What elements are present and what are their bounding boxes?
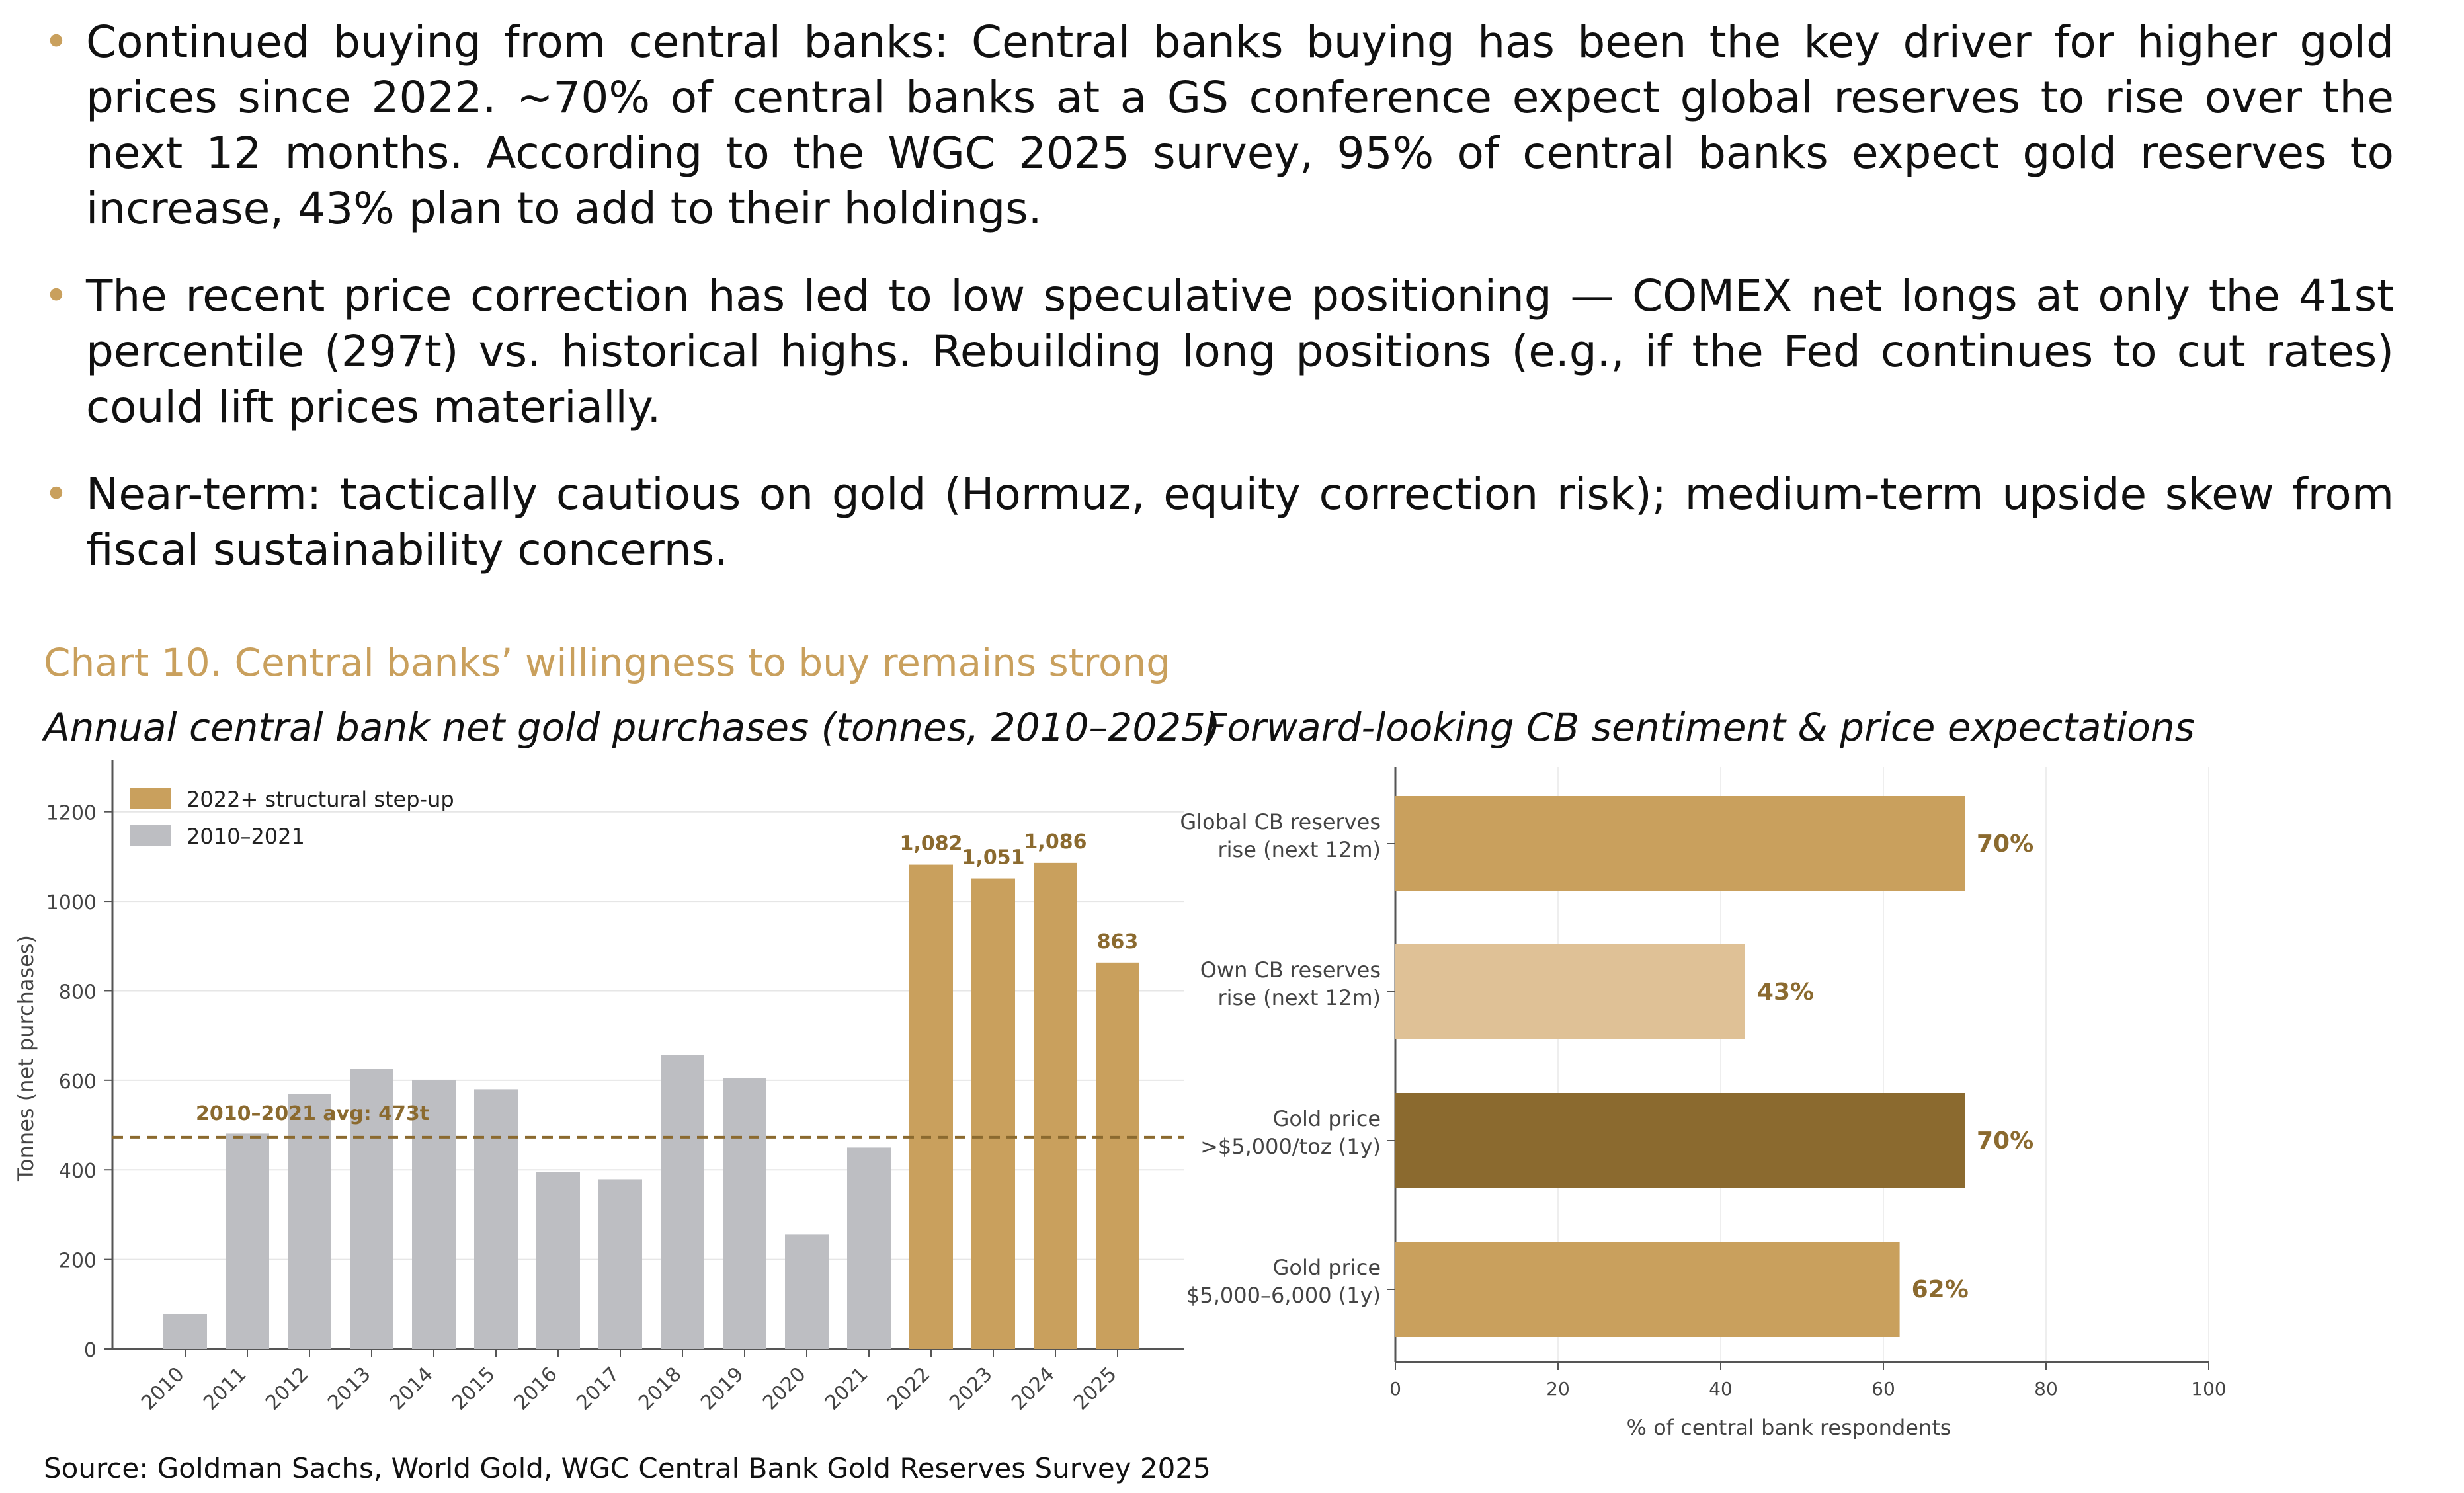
y-tick-label: 600 [59,1070,97,1094]
y-tick-label: 800 [59,981,97,1004]
category-label: Global CB reserves [1180,809,1381,834]
bar-row-4 [1395,1242,1900,1337]
bar-2024 [1034,862,1077,1349]
y-axis-label: Tonnes (net purchases) [13,935,38,1182]
bullet-item: • The recent price correction has led to… [40,268,2394,435]
bar-2017 [598,1179,642,1349]
x-tick-label: 40 [1709,1378,1733,1400]
category-label: rise (next 12m) [1218,985,1381,1010]
category-label: Gold price [1273,1255,1381,1280]
x-tick-label: 80 [2034,1378,2058,1400]
y-tick-label: 200 [59,1250,97,1273]
category-label: rise (next 12m) [1218,837,1381,862]
x-tick-label: 0 [1389,1378,1401,1400]
category-label: Gold price [1273,1106,1381,1131]
x-tick-label: 100 [2191,1378,2226,1400]
data-label: 1,086 [1024,830,1087,854]
average-reference-label: 2010–2021 avg: 473t [196,1102,429,1125]
bar-2022 [909,864,953,1349]
legend-swatch [130,825,171,846]
bullet-text: Continued buying from central banks: Cen… [86,17,2394,234]
bar-2010 [163,1314,207,1349]
category-label: >$5,000/toz (1y) [1200,1134,1381,1159]
bar-2013 [350,1069,393,1349]
legend-label: 2010–2021 [186,824,305,849]
bar-2018 [661,1055,704,1349]
source-note: Source: Goldman Sachs, World Gold, WGC C… [44,1452,1211,1484]
category-label: $5,000–6,000 (1y) [1186,1283,1381,1308]
x-tick-label: 20 [1546,1378,1570,1400]
bullet-dot-icon: • [44,18,69,67]
bullet-item: • Near-term: tactically cautious on gold… [40,467,2394,578]
left-chart-subtitle: Annual central bank net gold purchases (… [44,705,1221,750]
bullet-text: The recent price correction has led to l… [86,270,2394,432]
value-label: 43% [1757,979,1814,1006]
bar-row-1 [1395,796,1965,891]
value-label: 70% [1977,830,2033,858]
value-label: 70% [1977,1127,2033,1154]
data-label: 863 [1097,930,1139,953]
value-label: 62% [1912,1276,1969,1303]
y-tick-label: 1000 [46,891,97,914]
bar-2021 [847,1147,891,1349]
bullet-item: • Continued buying from central banks: C… [40,15,2394,237]
y-tick-label: 0 [84,1339,97,1362]
legend-swatch [130,788,171,809]
bar-2014 [412,1080,456,1349]
bar-row-2 [1395,944,1745,1039]
y-tick-label: 400 [59,1160,97,1183]
legend-label: 2022+ structural step-up [186,787,454,812]
data-label: 1,051 [962,846,1025,869]
category-label: Own CB reserves [1200,957,1381,983]
bullet-text: Near-term: tactically cautious on gold (… [86,469,2394,575]
bar-2016 [536,1172,580,1349]
bar-row-3 [1395,1093,1965,1188]
bar-2011 [226,1133,269,1349]
bullet-dot-icon: • [44,470,69,519]
chart-title: Chart 10. Central banks’ willingness to … [44,640,1171,685]
bullet-dot-icon: • [44,272,69,321]
bar-2023 [971,878,1015,1349]
bar-2015 [474,1089,518,1349]
bar-2020 [785,1234,829,1349]
bullet-list: • Continued buying from central banks: C… [40,15,2394,610]
right-chart-subtitle: Forward-looking CB sentiment & price exp… [1205,705,2195,750]
x-tick-label: 60 [1871,1378,1895,1400]
bar-2019 [723,1078,766,1349]
bar-2025 [1096,962,1139,1349]
y-tick-label: 1200 [46,802,97,825]
x-axis-label: % of central bank respondents [1627,1415,1951,1440]
data-label: 1,082 [900,832,963,856]
